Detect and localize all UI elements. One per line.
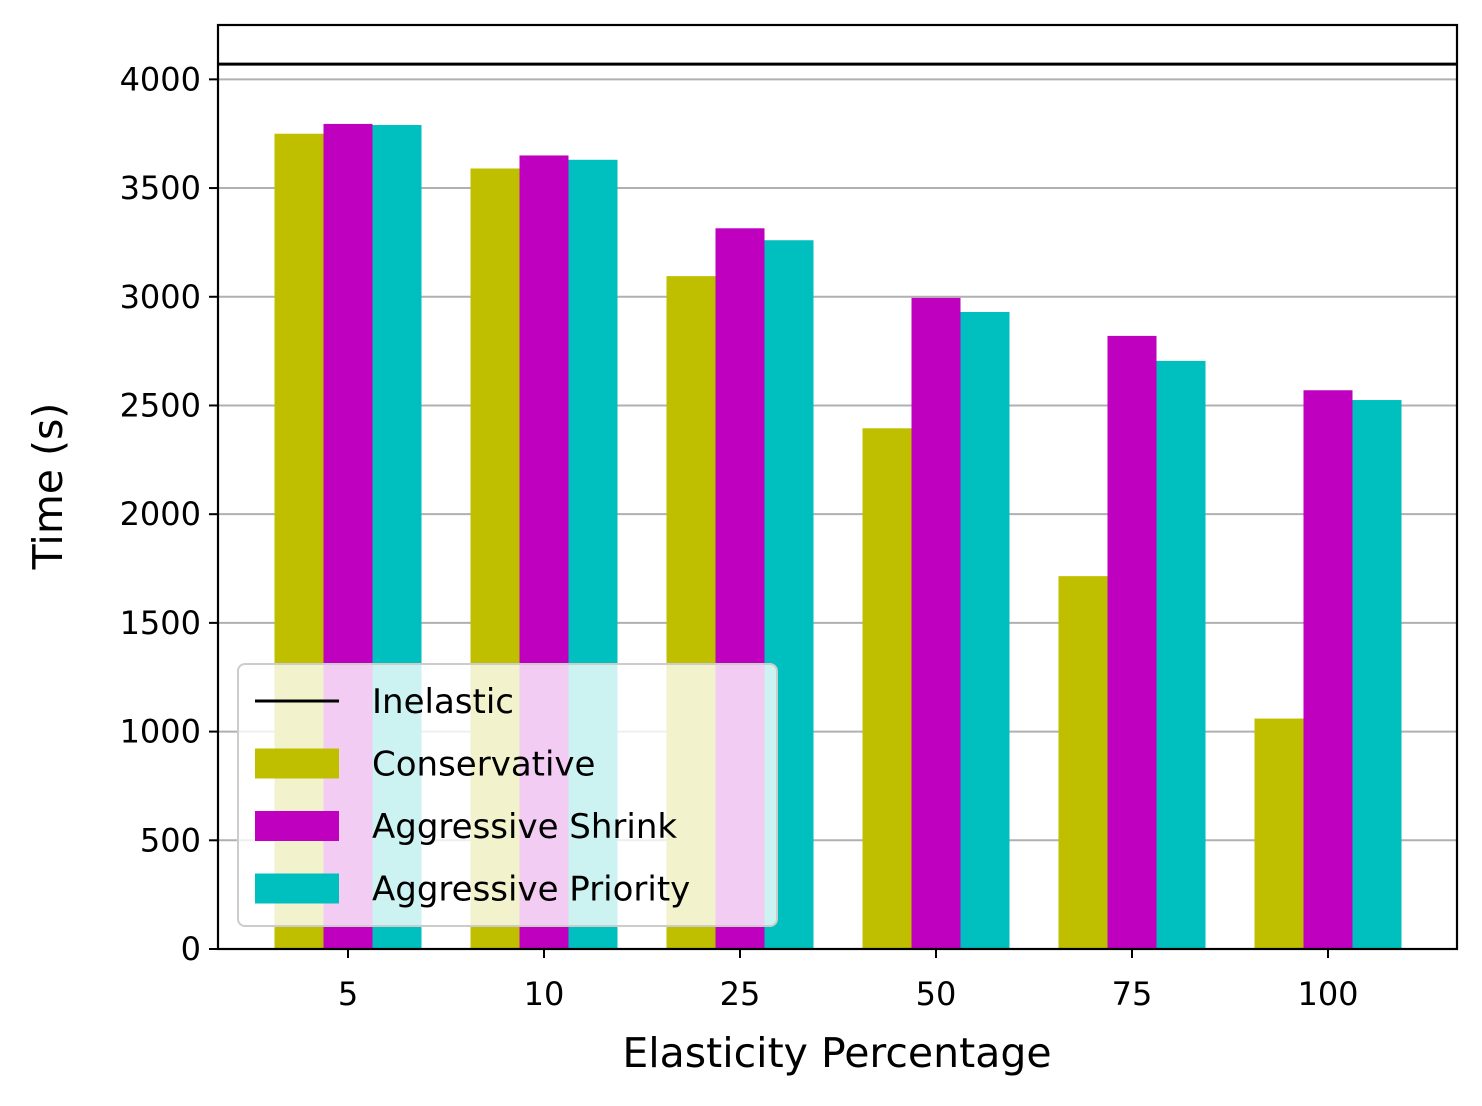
legend-label: Conservative: [372, 745, 595, 785]
bar: [911, 297, 961, 949]
x-tick-label: 25: [720, 975, 761, 1013]
bar: [960, 311, 1010, 949]
y-axis-label: Time (s): [24, 403, 72, 571]
legend-label: Aggressive Priority: [372, 870, 690, 910]
plot-frame: [216, 23, 1459, 951]
bar: [1107, 335, 1157, 950]
legend-swatch: [255, 748, 339, 779]
axes: 0 500 1000 1500 2000 2500 3000 3500 4000 5 10 25 50 7…: [120, 23, 1459, 1013]
y-tick-label: 4000: [120, 60, 201, 98]
bar: [862, 428, 912, 949]
legend-label: Aggressive Shrink: [372, 807, 677, 847]
y-tick-label: 2000: [120, 495, 201, 533]
y-tick-label: 2500: [120, 386, 201, 424]
bar: [1254, 718, 1304, 949]
legend-label: Inelastic: [372, 682, 514, 722]
bar: [1303, 390, 1353, 949]
y-tick-label: 1500: [120, 604, 201, 642]
x-tick-label: 5: [338, 975, 358, 1013]
bar: [1352, 400, 1402, 950]
legend-swatch: [255, 873, 339, 904]
legend-swatch: [255, 811, 339, 841]
y-tick-label: 3500: [120, 169, 201, 207]
y-tick-label: 0: [181, 930, 201, 968]
x-axis-label: Elasticity Percentage: [622, 1029, 1051, 1077]
y-tick-label: 500: [140, 821, 201, 859]
x-tick-label: 10: [524, 975, 565, 1013]
x-tick-label: 100: [1297, 975, 1358, 1013]
y-tick-label: 1000: [120, 713, 201, 751]
y-tick-label: 3000: [120, 278, 201, 316]
bar: [1058, 576, 1108, 949]
x-tick-label: 50: [916, 975, 957, 1013]
legend-box: [237, 663, 778, 927]
legend: Inelastic Conservative Aggressive Shrink Ag…: [237, 663, 778, 927]
bar: [1156, 360, 1206, 949]
x-tick-label: 75: [1112, 975, 1153, 1013]
